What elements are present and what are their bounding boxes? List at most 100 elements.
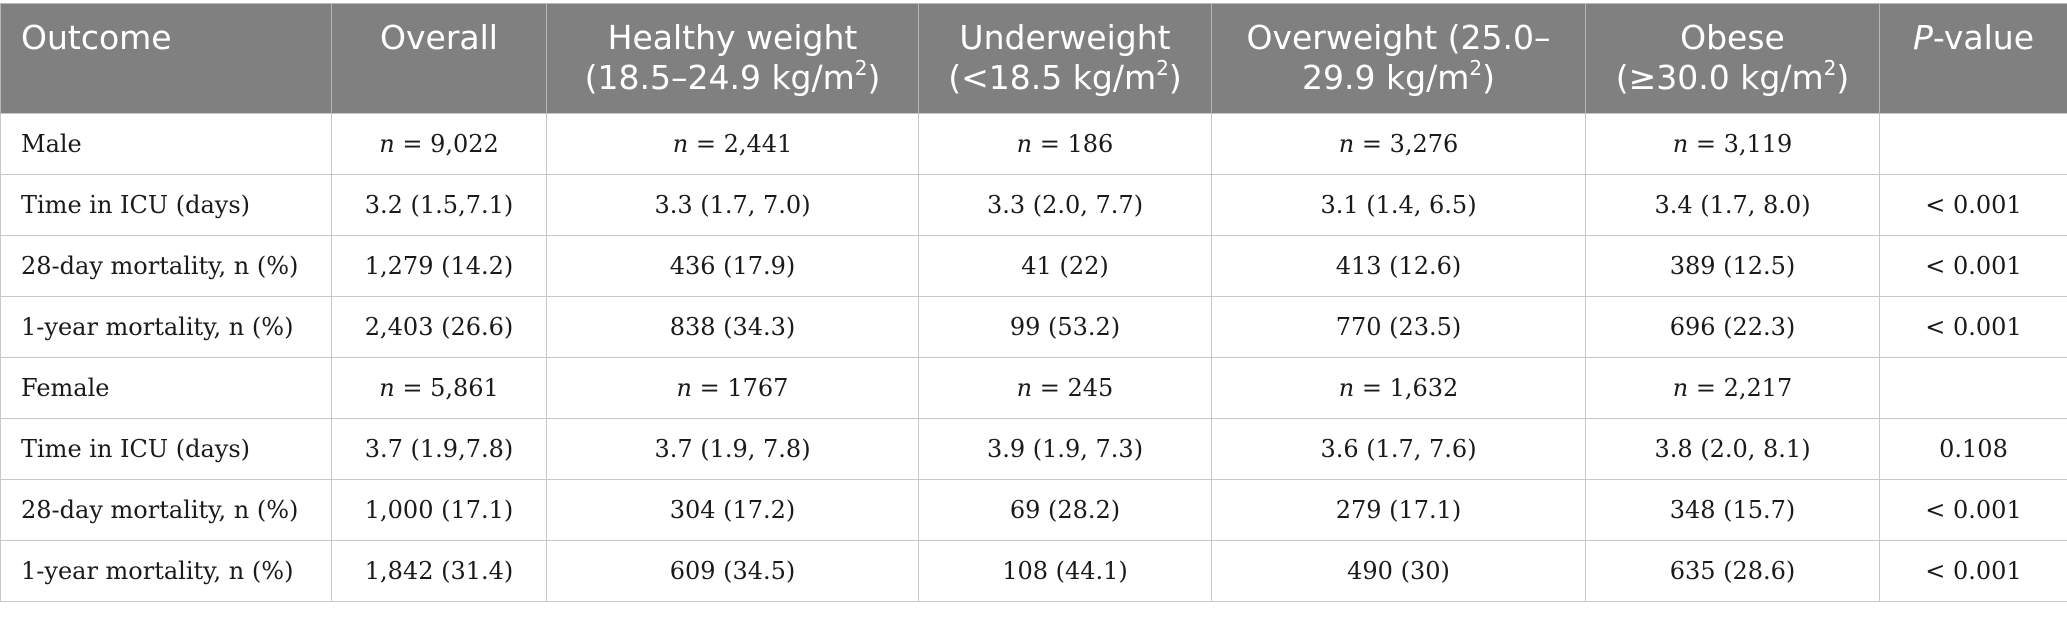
table-row: Time in ICU (days) 3.7 (1.9,7.8) 3.7 (1.9,… — [0, 418, 2067, 480]
row-label: 28-day mortality, n (%) — [0, 479, 332, 541]
table-cell: 304 (17.2) — [546, 479, 919, 541]
table-cell: 0.108 — [1879, 418, 2067, 480]
table-cell: 3.4 (1.7, 8.0) — [1585, 174, 1880, 236]
table-cell: n = 3,119 — [1585, 113, 1880, 175]
n-value: 5,861 — [430, 374, 499, 402]
table-cell: n = 2,441 — [546, 113, 919, 175]
table-cell: 1,279 (14.2) — [331, 235, 547, 297]
table-cell: 609 (34.5) — [546, 540, 919, 602]
table-cell: < 0.001 — [1879, 540, 2067, 602]
header-underweight-line1: Underweight — [959, 18, 1171, 57]
n-value: 9,022 — [430, 130, 499, 158]
table-cell: 3.7 (1.9,7.8) — [331, 418, 547, 480]
header-overall-text: Overall — [380, 18, 498, 57]
table-cell: < 0.001 — [1879, 235, 2067, 297]
table-cell: < 0.001 — [1879, 174, 2067, 236]
n-equals: = — [1032, 374, 1068, 402]
table-cell: n = 3,276 — [1211, 113, 1586, 175]
table-cell: 3.8 (2.0, 8.1) — [1585, 418, 1880, 480]
table-row: 28-day mortality, n (%) 1,279 (14.2) 436 (… — [0, 235, 2067, 297]
header-p-value-italic: P — [1912, 18, 1933, 57]
table-row: Female n = 5,861 n = 1767 n = 245 n = 1,632 n… — [0, 357, 2067, 419]
table-cell: 3.9 (1.9, 7.3) — [918, 418, 1212, 480]
header-healthy-weight-sup: 2 — [854, 56, 868, 80]
table-cell: 41 (22) — [918, 235, 1212, 297]
row-label: Time in ICU (days) — [0, 174, 332, 236]
header-row: Outcome Overall Healthy weight (18.5–24.… — [0, 3, 2067, 114]
header-obese-sup: 2 — [1823, 56, 1837, 80]
table-cell: 389 (12.5) — [1585, 235, 1880, 297]
header-obese-line2: (≥30.0 kg/m — [1615, 58, 1824, 97]
n-value: 1,632 — [1389, 374, 1459, 402]
table-cell: 348 (15.7) — [1585, 479, 1880, 541]
table-row: 1-year mortality, n (%) 2,403 (26.6) 838 (… — [0, 296, 2067, 358]
n-equals: = — [1354, 130, 1390, 158]
table-row: Time in ICU (days) 3.2 (1.5,7.1) 3.3 (1.7,… — [0, 174, 2067, 236]
table-cell: < 0.001 — [1879, 479, 2067, 541]
n-value: 3,119 — [1723, 130, 1793, 158]
table-cell: 3.3 (2.0, 7.7) — [918, 174, 1212, 236]
table-cell: 490 (30) — [1211, 540, 1586, 602]
results-table: Outcome Overall Healthy weight (18.5–24.… — [0, 3, 2067, 602]
header-healthy-weight-line1: Healthy weight — [607, 18, 858, 57]
table-cell: n = 9,022 — [331, 113, 547, 175]
table-cell: 770 (23.5) — [1211, 296, 1586, 358]
header-obese-tail: ) — [1836, 58, 1850, 97]
n-value: 2,217 — [1723, 374, 1793, 402]
header-p-value: P-value — [1879, 3, 2067, 114]
table-cell: 3.6 (1.7, 7.6) — [1211, 418, 1586, 480]
table-header: Outcome Overall Healthy weight (18.5–24.… — [0, 3, 2067, 114]
n-value: 3,276 — [1389, 130, 1459, 158]
table-row: Male n = 9,022 n = 2,441 n = 186 n = 3,276 n … — [0, 113, 2067, 175]
table-cell — [1879, 357, 2067, 419]
n-value: 186 — [1067, 130, 1114, 158]
header-overweight: Overweight (25.0– 29.9 kg/m2) — [1211, 3, 1586, 114]
header-overweight-line2: 29.9 kg/m — [1302, 58, 1470, 97]
header-overweight-tail: ) — [1482, 58, 1495, 97]
n-equals: = — [692, 374, 728, 402]
n-equals: = — [1688, 374, 1724, 402]
table-cell: n = 245 — [918, 357, 1212, 419]
table-cell: < 0.001 — [1879, 296, 2067, 358]
table-cell: 3.7 (1.9, 7.8) — [546, 418, 919, 480]
table-cell: 1,842 (31.4) — [331, 540, 547, 602]
table-cell: 3.1 (1.4, 6.5) — [1211, 174, 1586, 236]
n-equals: = — [1354, 374, 1390, 402]
header-overall: Overall — [331, 3, 547, 114]
n-equals: = — [1032, 130, 1068, 158]
row-label: Female — [0, 357, 332, 419]
n-symbol: n — [1016, 130, 1033, 158]
n-value: 2,441 — [723, 130, 793, 158]
n-symbol: n — [1016, 374, 1033, 402]
table-cell: 838 (34.3) — [546, 296, 919, 358]
header-healthy-weight-tail: ) — [867, 58, 881, 97]
table-row: 1-year mortality, n (%) 1,842 (31.4) 609 (… — [0, 540, 2067, 602]
header-overweight-line1: Overweight (25.0– — [1246, 18, 1551, 57]
row-label: 1-year mortality, n (%) — [0, 296, 332, 358]
n-symbol: n — [672, 130, 689, 158]
table-cell: 413 (12.6) — [1211, 235, 1586, 297]
table-cell: 99 (53.2) — [918, 296, 1212, 358]
header-healthy-weight: Healthy weight (18.5–24.9 kg/m2) — [546, 3, 919, 114]
table-cell: n = 2,217 — [1585, 357, 1880, 419]
table-cell: 696 (22.3) — [1585, 296, 1880, 358]
row-label: 1-year mortality, n (%) — [0, 540, 332, 602]
table-cell — [1879, 113, 2067, 175]
n-equals: = — [688, 130, 724, 158]
header-healthy-weight-line2: (18.5–24.9 kg/m — [584, 58, 855, 97]
n-symbol: n — [1338, 374, 1355, 402]
header-p-value-rest: -value — [1932, 18, 2035, 57]
row-label: 28-day mortality, n (%) — [0, 235, 332, 297]
table-cell: n = 1767 — [546, 357, 919, 419]
header-outcome: Outcome — [0, 3, 332, 114]
table-cell: 3.3 (1.7, 7.0) — [546, 174, 919, 236]
header-underweight-tail: ) — [1168, 58, 1182, 97]
n-equals: = — [1688, 130, 1724, 158]
n-symbol: n — [379, 374, 395, 402]
table-body: Male n = 9,022 n = 2,441 n = 186 n = 3,276 n … — [0, 113, 2067, 602]
table-row: 28-day mortality, n (%) 1,000 (17.1) 304 (… — [0, 479, 2067, 541]
table-cell: n = 1,632 — [1211, 357, 1586, 419]
header-obese: Obese (≥30.0 kg/m2) — [1585, 3, 1880, 114]
table-cell: 69 (28.2) — [918, 479, 1212, 541]
table-cell: 436 (17.9) — [546, 235, 919, 297]
